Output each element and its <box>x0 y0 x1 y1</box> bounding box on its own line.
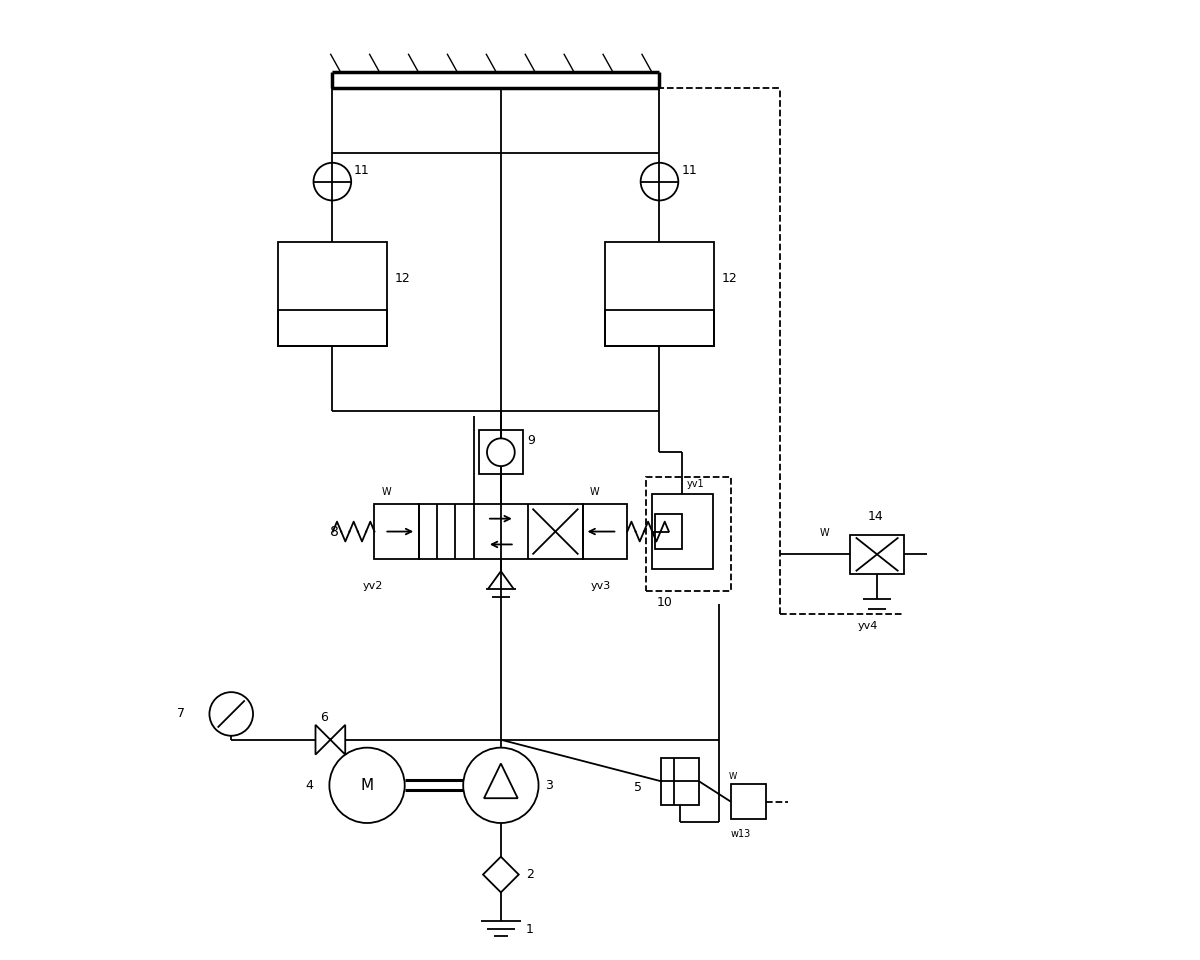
Text: yv4: yv4 <box>858 621 878 631</box>
Bar <box>731 784 766 819</box>
Bar <box>654 514 683 549</box>
Text: 8: 8 <box>330 524 338 539</box>
Text: 4: 4 <box>306 779 313 792</box>
Polygon shape <box>316 725 346 755</box>
Text: 11: 11 <box>354 164 370 178</box>
Text: yv2: yv2 <box>362 581 383 591</box>
Bar <box>278 310 386 347</box>
Bar <box>479 430 523 474</box>
Bar <box>605 242 714 347</box>
Text: W: W <box>382 488 391 497</box>
Text: 3: 3 <box>546 779 553 792</box>
Text: 9: 9 <box>528 434 535 446</box>
Bar <box>605 310 714 347</box>
Bar <box>661 757 700 805</box>
Text: 2: 2 <box>526 868 534 881</box>
Text: 10: 10 <box>656 596 672 610</box>
Bar <box>583 504 628 559</box>
Text: 6: 6 <box>320 711 329 725</box>
Polygon shape <box>484 856 518 893</box>
Bar <box>652 493 713 569</box>
Bar <box>419 504 583 559</box>
Text: yv1: yv1 <box>686 479 704 489</box>
Bar <box>850 535 905 574</box>
Text: yv3: yv3 <box>590 581 611 591</box>
Text: 12: 12 <box>395 272 410 285</box>
Bar <box>374 504 419 559</box>
Text: 14: 14 <box>868 510 883 523</box>
Text: 5: 5 <box>634 780 642 794</box>
Polygon shape <box>484 763 517 798</box>
Text: W: W <box>728 773 737 781</box>
Text: 11: 11 <box>682 164 697 178</box>
Bar <box>278 242 386 347</box>
Text: M: M <box>360 778 373 793</box>
Bar <box>646 477 731 591</box>
Circle shape <box>487 439 515 467</box>
Text: w13: w13 <box>731 828 751 839</box>
Text: 1: 1 <box>526 923 534 936</box>
Text: W: W <box>820 528 829 538</box>
Text: 7: 7 <box>176 708 185 720</box>
Text: W: W <box>589 488 599 497</box>
Text: 12: 12 <box>722 272 738 285</box>
